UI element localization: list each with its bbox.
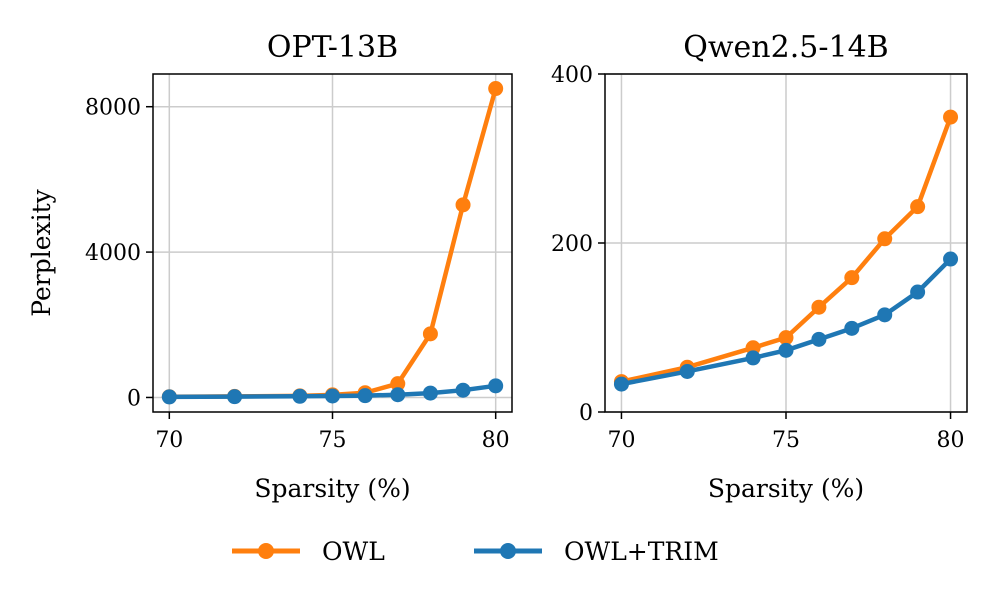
point-owl-77 <box>844 270 860 286</box>
point-owl-trim-75 <box>325 388 340 404</box>
point-owl-79 <box>455 197 471 213</box>
point-owl-76 <box>811 299 827 315</box>
panel-opt-13b: 70 75 80 0 4000 8000 OPT-13B Sparsity (%) Perple… <box>27 30 513 503</box>
point-owl-80 <box>943 109 959 125</box>
legend: OWL OWL+TRIM <box>232 537 719 566</box>
point-owl-78 <box>877 231 893 247</box>
y-axis-label: Perplexity <box>27 188 56 316</box>
y-tick-label-200: 200 <box>551 232 593 257</box>
x-tick-label-70: 70 <box>155 428 183 453</box>
panel-qwen2-5-14b: 70 75 80 0 200 400 Qwen2.5-14B Sparsity (%) <box>551 30 968 503</box>
point-owl-79 <box>910 199 926 215</box>
point-owl-trim-76 <box>357 388 373 404</box>
point-owl-trim-75 <box>778 342 794 358</box>
point-owl-trim-74 <box>292 388 308 404</box>
x-tick-label-70: 70 <box>607 428 635 453</box>
x-tick-label-80: 80 <box>937 428 965 453</box>
y-tick-label-400: 400 <box>551 63 593 88</box>
point-owl-trim-78 <box>422 385 438 401</box>
y-tick-label-0: 0 <box>579 401 593 426</box>
y-tick-label-4000: 4000 <box>85 241 141 266</box>
point-owl-trim-78 <box>877 307 893 323</box>
chart-title: OPT-13B <box>267 30 398 65</box>
x-axis-label: Sparsity (%) <box>254 474 410 503</box>
point-owl-trim-77 <box>844 320 860 336</box>
y-tick-label-0: 0 <box>127 386 141 411</box>
point-owl-trim-79 <box>455 382 471 398</box>
point-owl-trim-74 <box>745 350 761 366</box>
point-owl-78 <box>422 326 438 342</box>
x-tick-label-75: 75 <box>319 428 347 453</box>
x-tick-label-80: 80 <box>482 428 510 453</box>
point-owl-77 <box>390 376 406 392</box>
chart-title: Qwen2.5-14B <box>683 30 888 65</box>
y-tick-label-8000: 8000 <box>85 96 141 121</box>
x-tick-label-75: 75 <box>772 428 800 453</box>
point-owl-80 <box>488 81 504 97</box>
point-owl-trim-77 <box>390 387 406 403</box>
legend-owl-trim-label: OWL+TRIM <box>564 537 719 566</box>
point-owl-trim-72 <box>227 389 243 405</box>
legend-owl-label: OWL <box>322 537 385 566</box>
x-axis-label: Sparsity (%) <box>708 474 864 503</box>
point-owl-trim-70 <box>161 389 177 405</box>
point-owl-trim-72 <box>679 363 695 379</box>
point-owl-trim-70 <box>613 376 629 392</box>
point-owl-trim-76 <box>811 331 827 347</box>
legend-owl-trim-marker <box>500 543 516 559</box>
point-owl-trim-80 <box>488 378 504 394</box>
point-owl-trim-80 <box>943 251 959 267</box>
legend-owl-marker <box>258 543 274 559</box>
point-owl-trim-79 <box>910 284 926 300</box>
point-owl-75 <box>778 330 794 346</box>
